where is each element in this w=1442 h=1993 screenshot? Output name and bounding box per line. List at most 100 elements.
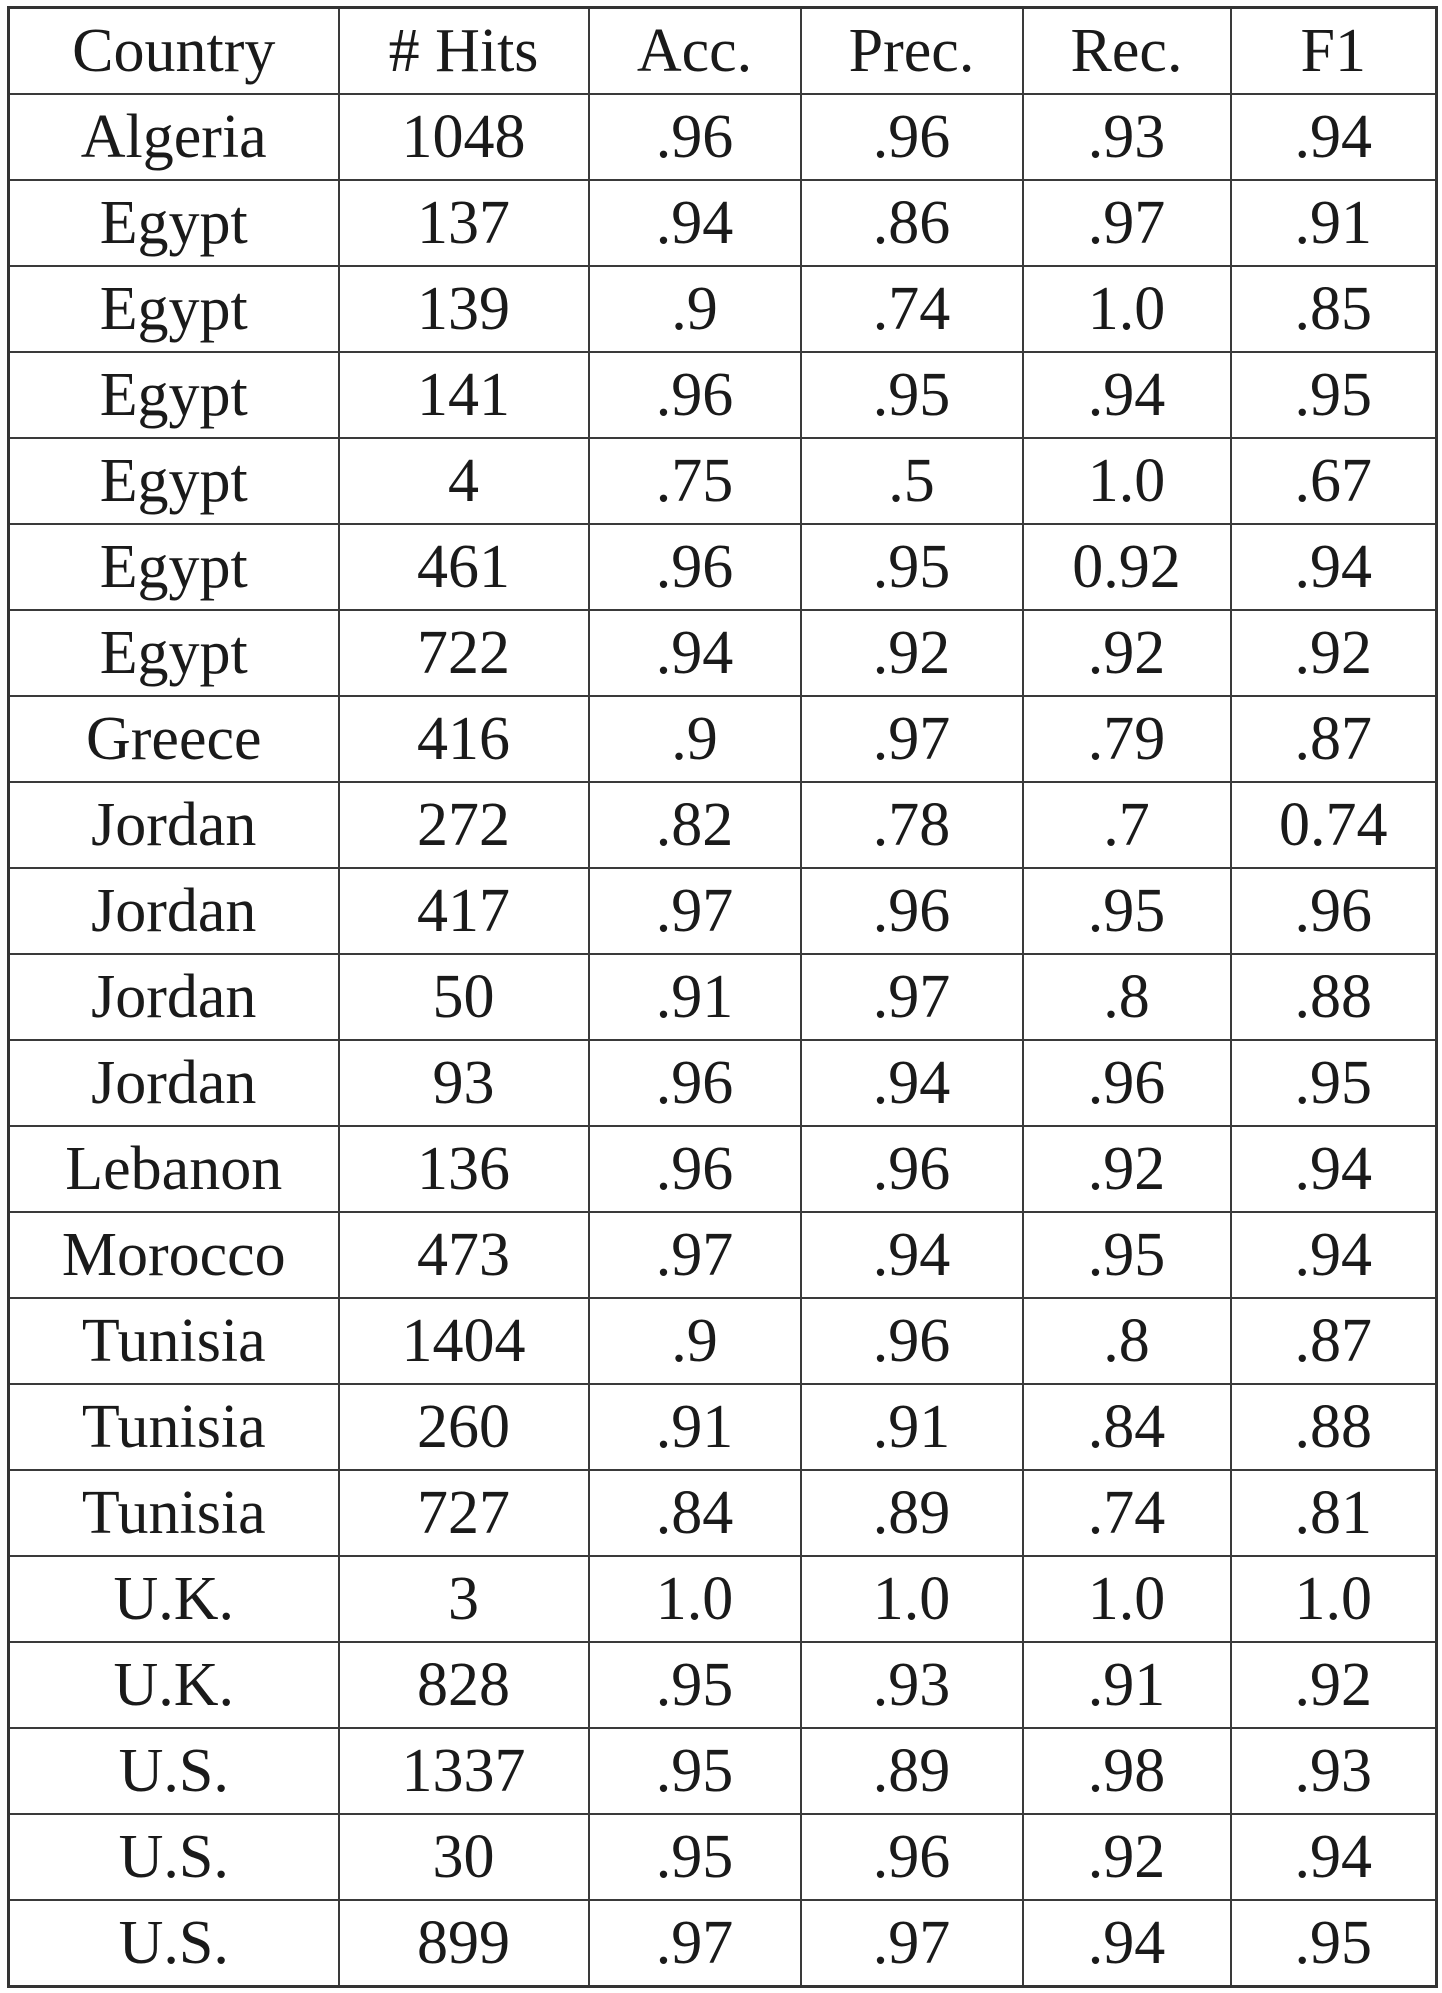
cell-country: Morocco: [7, 1211, 340, 1299]
cell-f1: .81: [1229, 1469, 1438, 1557]
table-row: Tunisia 260.91.91.84.88: [7, 1383, 1438, 1471]
cell-recall: .8: [1021, 1297, 1232, 1385]
cell-precision: .96: [799, 1125, 1024, 1213]
cell-f1: .92: [1229, 609, 1438, 697]
cell-precision: .97: [799, 953, 1024, 1041]
cell-recall: 0.92: [1021, 523, 1232, 611]
cell-hits: 136: [337, 1125, 590, 1213]
cell-recall: .74: [1021, 1469, 1232, 1557]
cell-recall: .96: [1021, 1039, 1232, 1127]
cell-f1: .88: [1229, 1383, 1438, 1471]
cell-accuracy: .95: [587, 1641, 802, 1729]
cell-recall: .95: [1021, 1211, 1232, 1299]
cell-precision: .97: [799, 1899, 1024, 1988]
table-row: U.S. 899.97.97.94.95: [7, 1899, 1438, 1988]
cell-accuracy: .97: [587, 1211, 802, 1299]
cell-precision: 1.0: [799, 1555, 1024, 1643]
cell-recall: .7: [1021, 781, 1232, 869]
cell-accuracy: .91: [587, 1383, 802, 1471]
cell-hits: 3: [337, 1555, 590, 1643]
cell-f1: .88: [1229, 953, 1438, 1041]
cell-f1: .95: [1229, 1899, 1438, 1988]
cell-precision: .94: [799, 1211, 1024, 1299]
cell-precision: .95: [799, 523, 1024, 611]
cell-hits: 141: [337, 351, 590, 439]
header-row: Country # Hits Acc. Prec. Rec. F1: [7, 6, 1438, 95]
cell-precision: .95: [799, 351, 1024, 439]
cell-accuracy: .96: [587, 93, 802, 181]
table-row: Egypt 137.94.86.97.91: [7, 179, 1438, 267]
cell-precision: .89: [799, 1727, 1024, 1815]
header-f1: F1: [1229, 6, 1438, 95]
cell-f1: .93: [1229, 1727, 1438, 1815]
cell-accuracy: .82: [587, 781, 802, 869]
cell-precision: .74: [799, 265, 1024, 353]
cell-precision: .97: [799, 695, 1024, 783]
cell-hits: 30: [337, 1813, 590, 1901]
table-row: Lebanon 136.96.96.92.94: [7, 1125, 1438, 1213]
cell-precision: .92: [799, 609, 1024, 697]
table-row: Greece 416.9.97.79.87: [7, 695, 1438, 783]
cell-recall: .97: [1021, 179, 1232, 267]
cell-country: Algeria: [7, 93, 340, 181]
cell-recall: .92: [1021, 1125, 1232, 1213]
cell-hits: 1048: [337, 93, 590, 181]
cell-hits: 417: [337, 867, 590, 955]
cell-country: Lebanon: [7, 1125, 340, 1213]
cell-country: Egypt: [7, 179, 340, 267]
table-row: Jordan 50.91.97.8.88: [7, 953, 1438, 1041]
cell-country: Tunisia: [7, 1383, 340, 1471]
cell-country: Tunisia: [7, 1297, 340, 1385]
cell-hits: 722: [337, 609, 590, 697]
cell-accuracy: .84: [587, 1469, 802, 1557]
table-row: Egypt 4.75.5 1.0.67: [7, 437, 1438, 525]
cell-f1: .94: [1229, 1211, 1438, 1299]
header-country: Country: [7, 6, 340, 95]
cell-hits: 93: [337, 1039, 590, 1127]
cell-recall: .95: [1021, 867, 1232, 955]
cell-recall: .93: [1021, 93, 1232, 181]
cell-hits: 473: [337, 1211, 590, 1299]
cell-precision: .89: [799, 1469, 1024, 1557]
table-header: Country # Hits Acc. Prec. Rec. F1: [7, 6, 1438, 95]
cell-accuracy: 1.0: [587, 1555, 802, 1643]
cell-accuracy: .96: [587, 523, 802, 611]
cell-f1: 0.74: [1229, 781, 1438, 869]
cell-f1: .95: [1229, 1039, 1438, 1127]
cell-accuracy: .94: [587, 179, 802, 267]
cell-country: Jordan: [7, 1039, 340, 1127]
cell-country: Egypt: [7, 523, 340, 611]
cell-country: U.K.: [7, 1555, 340, 1643]
cell-recall: .79: [1021, 695, 1232, 783]
cell-accuracy: .91: [587, 953, 802, 1041]
table-row: Morocco 473.97.94.95.94: [7, 1211, 1438, 1299]
table-row: U.S. 1337.95.89.98.93: [7, 1727, 1438, 1815]
cell-f1: .94: [1229, 523, 1438, 611]
cell-f1: .96: [1229, 867, 1438, 955]
cell-accuracy: .95: [587, 1727, 802, 1815]
cell-precision: .5: [799, 437, 1024, 525]
cell-hits: 137: [337, 179, 590, 267]
table-row: U.S. 30.95.96.92.94: [7, 1813, 1438, 1901]
cell-f1: .67: [1229, 437, 1438, 525]
table-row: Egypt 141.96.95.94.95: [7, 351, 1438, 439]
cell-precision: .91: [799, 1383, 1024, 1471]
cell-recall: .98: [1021, 1727, 1232, 1815]
cell-f1: .87: [1229, 1297, 1438, 1385]
cell-country: Jordan: [7, 953, 340, 1041]
cell-recall: .94: [1021, 351, 1232, 439]
cell-country: Egypt: [7, 351, 340, 439]
cell-accuracy: .9: [587, 695, 802, 783]
cell-hits: 272: [337, 781, 590, 869]
cell-accuracy: .96: [587, 1039, 802, 1127]
cell-country: Egypt: [7, 437, 340, 525]
cell-hits: 4: [337, 437, 590, 525]
cell-recall: .92: [1021, 609, 1232, 697]
cell-f1: .94: [1229, 1813, 1438, 1901]
cell-hits: 1337: [337, 1727, 590, 1815]
cell-country: Jordan: [7, 867, 340, 955]
cell-recall: 1.0: [1021, 1555, 1232, 1643]
results-table: Country # Hits Acc. Prec. Rec. F1 Algeri…: [7, 6, 1438, 1988]
table-row: Egypt 461.96.95 0.92.94: [7, 523, 1438, 611]
cell-hits: 1404: [337, 1297, 590, 1385]
